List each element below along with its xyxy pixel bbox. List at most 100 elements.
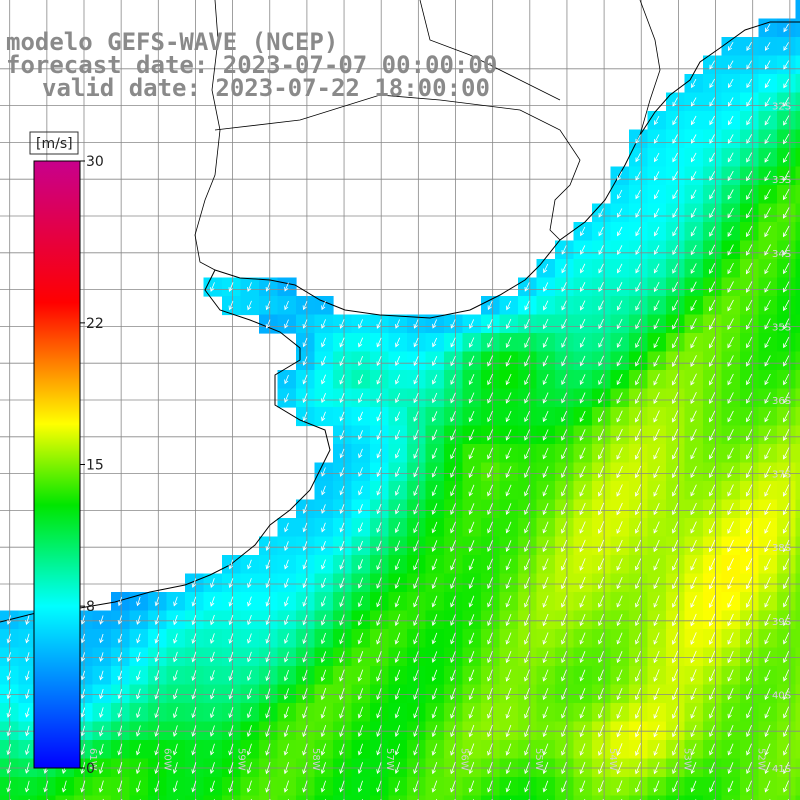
wind-arrow (191, 780, 197, 793)
wind-arrow (209, 780, 215, 793)
wind-arrow (339, 319, 345, 329)
wind-arrow (358, 448, 363, 459)
wind-arrow (709, 706, 715, 719)
wind-arrow (357, 780, 363, 793)
wind-arrow (413, 411, 419, 422)
wind-cell (92, 795, 112, 800)
wind-arrow (117, 596, 123, 607)
wind-arrow (579, 669, 586, 682)
wind-arrow (746, 688, 752, 701)
wind-arrow (117, 633, 123, 644)
wind-arrow (598, 484, 605, 497)
wind-cell (721, 148, 741, 168)
wind-arrow (339, 614, 345, 626)
wind-cell (758, 333, 778, 353)
wind-arrow (468, 540, 475, 552)
wind-arrow (561, 706, 567, 719)
wind-cell (703, 333, 723, 353)
wind-cell (55, 795, 75, 800)
wind-cell (296, 795, 316, 800)
wind-cell (629, 277, 649, 297)
wind-arrow (339, 706, 345, 719)
wind-arrow (136, 688, 141, 700)
wind-arrow (524, 447, 530, 460)
wind-arrow (728, 97, 734, 107)
wind-arrow (691, 115, 697, 126)
wind-arrow (173, 614, 178, 626)
wind-arrow (727, 78, 734, 89)
wind-arrow (708, 539, 716, 553)
wind-cell (795, 18, 800, 38)
wind-arrow (487, 650, 493, 664)
wind-arrow (579, 521, 586, 534)
wind-arrow (487, 577, 493, 589)
wind-cell (629, 333, 649, 353)
wind-cell (703, 166, 723, 186)
wind-arrow (339, 485, 345, 496)
wind-arrow (634, 428, 642, 442)
wind-cell (795, 333, 800, 353)
wind-arrow (209, 762, 215, 775)
wind-arrow (783, 706, 790, 719)
wind-cell (703, 444, 723, 464)
wind-cell (758, 296, 778, 316)
wind-arrow (136, 707, 141, 719)
wind-cell (240, 795, 260, 800)
wind-arrow (487, 558, 493, 571)
latitude-label: 41S (772, 764, 791, 775)
wind-arrow (653, 669, 660, 682)
wind-arrow (579, 743, 586, 756)
wind-arrow (764, 484, 771, 497)
wind-arrow (764, 115, 771, 126)
wind-cell (684, 129, 704, 149)
wind-arrow (394, 780, 401, 793)
wind-arrow (579, 337, 586, 348)
wind-cell (684, 296, 704, 316)
wind-arrow (524, 780, 530, 793)
wind-cell (222, 795, 242, 800)
wind-cell (684, 185, 704, 205)
wind-arrow (413, 743, 419, 756)
wind-arrow (579, 447, 586, 460)
wind-arrow (561, 484, 568, 497)
wind-cell (795, 259, 800, 279)
wind-arrow (561, 576, 568, 590)
wind-arrow (598, 761, 604, 775)
wind-arrow (672, 595, 679, 608)
wind-arrow (542, 613, 549, 627)
wind-arrow (321, 467, 326, 477)
wind-cell (703, 111, 723, 131)
wind-arrow (783, 23, 789, 33)
wind-arrow (25, 689, 30, 700)
wind-arrow (580, 282, 586, 293)
wind-arrow (746, 207, 753, 219)
wind-arrow (598, 282, 604, 293)
wind-arrow (376, 392, 382, 404)
wind-arrow (487, 337, 493, 348)
wind-arrow (764, 355, 771, 367)
wind-arrow (321, 319, 326, 329)
wind-arrow (598, 724, 604, 738)
wind-arrow (468, 355, 475, 367)
wind-cell (795, 740, 800, 760)
wind-arrow (709, 115, 715, 126)
wind-cell (721, 370, 741, 390)
wind-arrow (283, 724, 289, 738)
wind-arrow (376, 319, 382, 329)
wind-arrow (783, 614, 790, 627)
wind-arrow (283, 651, 289, 663)
wind-arrow (653, 355, 660, 367)
wind-arrow (746, 392, 753, 404)
wind-cell (795, 592, 800, 612)
wind-cell (629, 240, 649, 260)
wind-arrow (579, 392, 586, 404)
wind-arrow (654, 152, 660, 163)
wind-cell (795, 296, 800, 316)
wind-arrow (764, 521, 771, 534)
wind-cell (629, 222, 649, 242)
wind-arrow (783, 336, 790, 349)
wind-arrow (579, 595, 586, 608)
wind-arrow (690, 558, 697, 571)
wind-arrow (672, 410, 679, 423)
wind-cell (684, 370, 704, 390)
